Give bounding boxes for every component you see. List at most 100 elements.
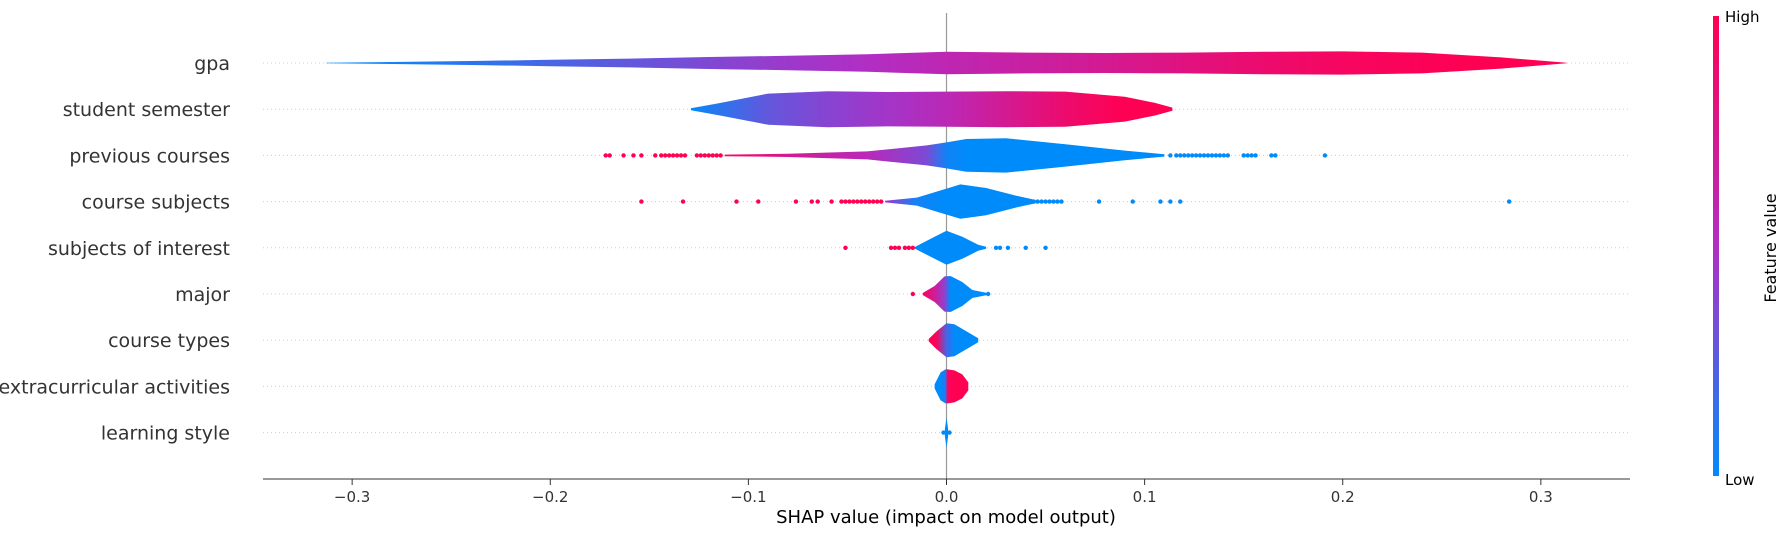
colorbar: High Low Feature value <box>1713 8 1780 489</box>
feature-label-extracurricular-activities: extracurricular activities <box>0 376 230 398</box>
colorbar-title: Feature value <box>1761 193 1780 302</box>
dot-previous-courses <box>1322 153 1328 158</box>
dot-previous-courses <box>666 153 672 158</box>
dot-previous-courses <box>1225 153 1231 158</box>
x-tick-label: −0.3 <box>334 488 370 506</box>
dot-course-subjects <box>1055 199 1060 204</box>
dot-course-subjects <box>1035 199 1040 204</box>
dot-course-subjects <box>1178 199 1183 204</box>
dot-subjects-of-interest <box>888 245 894 250</box>
dot-previous-courses <box>710 153 715 158</box>
dot-previous-courses <box>670 153 676 158</box>
dot-course-subjects <box>756 199 761 204</box>
dot-subjects-of-interest <box>1023 245 1028 250</box>
violin-gpa <box>326 51 1567 75</box>
feature-label-major: major <box>175 284 230 306</box>
x-tick-label: 0.1 <box>1133 488 1157 506</box>
dot-previous-courses <box>1217 153 1223 158</box>
dot-previous-courses <box>1174 153 1179 158</box>
dot-previous-courses <box>1193 153 1199 158</box>
dot-course-subjects <box>815 199 820 204</box>
dot-course-subjects <box>734 199 739 204</box>
dot-previous-courses <box>706 153 711 158</box>
dot-previous-courses <box>714 153 719 158</box>
dot-course-subjects <box>874 199 880 204</box>
dot-previous-courses <box>1241 153 1246 158</box>
dot-previous-courses <box>1273 153 1278 158</box>
dot-learning-style <box>941 430 946 435</box>
dot-course-subjects <box>1051 199 1056 204</box>
violin-learning-style <box>944 417 949 448</box>
dot-course-subjects <box>1168 199 1173 204</box>
dot-previous-courses <box>674 153 680 158</box>
dot-previous-courses <box>718 153 723 158</box>
dot-previous-courses <box>603 153 608 158</box>
dot-previous-courses <box>1249 153 1254 158</box>
feature-labels: gpa student semester previous courses cours… <box>0 53 230 445</box>
dot-course-subjects <box>878 199 884 204</box>
violin-course-subjects <box>885 184 1036 219</box>
dot-course-subjects <box>1047 199 1052 204</box>
colorbar-gradient <box>1713 16 1719 476</box>
violin-major <box>922 276 987 312</box>
violins <box>326 51 1567 448</box>
violin-course-types <box>928 323 979 358</box>
x-tick-label: 0.2 <box>1331 488 1355 506</box>
dot-course-subjects <box>680 199 686 204</box>
dot-subjects-of-interest <box>993 245 999 250</box>
dot-previous-courses <box>1201 153 1207 158</box>
dot-previous-courses <box>682 153 688 158</box>
feature-label-student-semester: student semester <box>63 99 230 121</box>
dot-course-subjects <box>809 199 814 204</box>
dot-previous-courses <box>1209 153 1215 158</box>
dot-subjects-of-interest <box>843 245 848 250</box>
dot-previous-courses <box>621 153 626 158</box>
dot-previous-courses <box>1245 153 1250 158</box>
dot-course-subjects <box>1039 199 1044 204</box>
violin-subjects-of-interest <box>914 230 987 265</box>
dot-major <box>985 291 991 297</box>
dot-previous-courses <box>702 153 707 158</box>
x-axis-ticks: −0.3 −0.2 −0.1 0.0 0.1 0.2 0.3 <box>334 479 1553 506</box>
dot-course-subjects <box>1043 199 1048 204</box>
dot-previous-courses <box>1197 153 1203 158</box>
dot-previous-courses <box>1186 153 1191 158</box>
dot-course-subjects <box>855 199 860 204</box>
dot-course-types <box>970 338 975 343</box>
dot-course-subjects <box>843 199 848 204</box>
feature-label-previous-courses: previous courses <box>69 145 230 167</box>
dot-subjects-of-interest <box>910 245 916 250</box>
dot-previous-courses <box>1205 153 1211 158</box>
dot-course-subjects <box>1031 199 1036 204</box>
feature-label-course-subjects: course subjects <box>82 192 230 214</box>
dot-course-subjects <box>1096 199 1102 204</box>
dot-previous-courses <box>639 153 644 158</box>
dot-subjects-of-interest <box>997 245 1003 250</box>
dot-course-subjects <box>1027 199 1032 204</box>
dot-subjects-of-interest <box>896 245 902 250</box>
dot-previous-courses <box>1182 153 1187 158</box>
outlier-dots <box>603 153 1512 435</box>
dot-previous-courses <box>653 153 658 158</box>
dot-previous-courses <box>698 153 704 158</box>
dot-previous-courses <box>607 153 612 158</box>
dot-previous-courses <box>1221 153 1227 158</box>
dot-previous-courses <box>662 153 668 158</box>
violin-extracurricular-activities <box>934 369 969 404</box>
dot-previous-courses <box>678 153 684 158</box>
dot-previous-courses <box>1189 153 1195 158</box>
dot-previous-courses <box>1178 153 1183 158</box>
x-tick-label: −0.1 <box>730 488 766 506</box>
dot-course-subjects <box>639 199 644 204</box>
violin-previous-courses <box>724 138 1165 173</box>
dot-course-subjects <box>1130 199 1135 204</box>
dot-course-subjects <box>829 199 834 204</box>
dot-previous-courses <box>694 153 700 158</box>
dot-subjects-of-interest <box>1005 245 1011 250</box>
x-axis-label: SHAP value (impact on model output) <box>776 507 1116 528</box>
feature-label-subjects-of-interest: subjects of interest <box>48 238 230 260</box>
dot-course-subjects <box>863 199 868 204</box>
dot-previous-courses <box>1168 153 1173 158</box>
feature-label-course-types: course types <box>108 330 230 352</box>
